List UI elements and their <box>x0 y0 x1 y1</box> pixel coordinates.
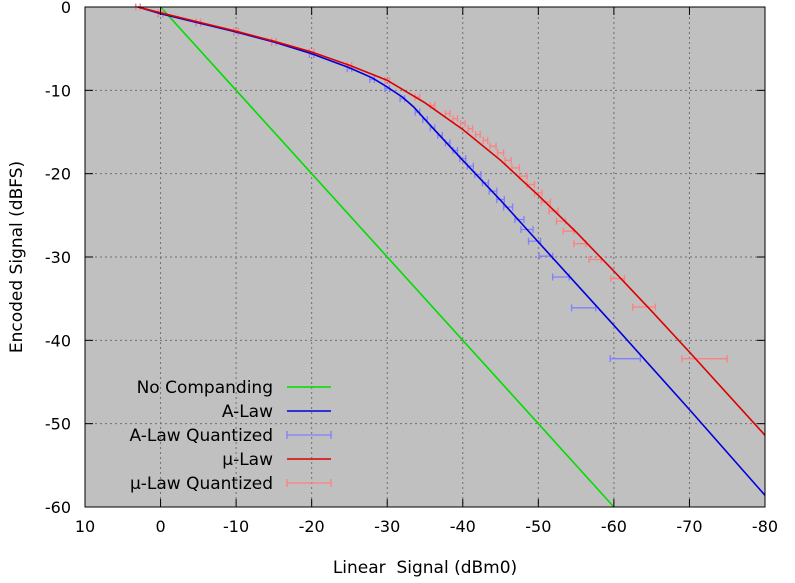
series-layer <box>134 3 766 508</box>
error-bar-point <box>632 303 657 311</box>
error-bar-point <box>609 355 641 363</box>
legend-label: No Companding <box>137 378 273 398</box>
y-tick-label: -50 <box>45 415 71 434</box>
y-axis-title: Encoded Signal (dBFS) <box>7 161 27 353</box>
x-tick-label: -40 <box>450 517 476 536</box>
error-bar-point <box>482 136 489 144</box>
x-tick-label: 10 <box>75 517 95 536</box>
error-bar-point <box>496 149 505 157</box>
error-bar-point <box>459 120 466 128</box>
x-tick-label: -20 <box>299 517 325 536</box>
y-tick-label: -30 <box>45 248 71 267</box>
legend: No Companding A-Law A-Law Quantized μ-Law μ-… <box>130 378 332 494</box>
error-bar-point <box>504 156 512 164</box>
x-tick-label: -30 <box>374 517 400 536</box>
legend-label: A-Law Quantized <box>130 426 274 446</box>
x-tick-label: -60 <box>601 517 627 536</box>
x-tick-label: -10 <box>223 517 249 536</box>
legend-item-a-law-quantized: A-Law Quantized <box>130 426 332 446</box>
error-bar-point <box>452 115 459 123</box>
ticks: 10 0 -10 -20 -30 -40 -50 -60 -70 -80 0 -10 -20 -30 -40… <box>45 0 778 536</box>
x-tick-label: -50 <box>525 517 551 536</box>
y-tick-label: -20 <box>45 165 71 184</box>
x-tick-label: -80 <box>752 517 778 536</box>
legend-item-mu-law-quantized: μ-Law Quantized <box>130 474 332 494</box>
error-bar-point <box>489 142 497 150</box>
y-tick-label: -60 <box>45 498 71 517</box>
x-axis-title: Linear Signal (dBm0) <box>333 558 517 578</box>
series-no-companding <box>160 6 615 508</box>
y-tick-label: 0 <box>61 0 71 17</box>
legend-item-mu-law: μ-Law <box>222 450 331 470</box>
x-tick-label: -70 <box>676 517 702 536</box>
legend-item-a-law: A-Law <box>222 402 331 422</box>
error-bar-point <box>429 101 436 109</box>
error-bar-point <box>467 125 474 133</box>
legend-item-no-companding: No Companding <box>137 378 331 398</box>
y-tick-label: -10 <box>45 81 71 100</box>
series-line-no-companding <box>160 6 615 508</box>
x-tick-label: 0 <box>155 517 165 536</box>
error-bar-point <box>444 110 451 118</box>
legend-label: μ-Law <box>222 450 273 470</box>
series-mu-law <box>137 6 766 436</box>
legend-label: μ-Law Quantized <box>130 474 273 494</box>
error-bar-point <box>610 275 626 283</box>
y-tick-label: -40 <box>45 331 71 350</box>
error-bar-point <box>681 355 728 363</box>
legend-label: A-Law <box>222 402 273 422</box>
error-bar-point <box>474 131 481 138</box>
series-line-mu-law <box>137 6 766 436</box>
